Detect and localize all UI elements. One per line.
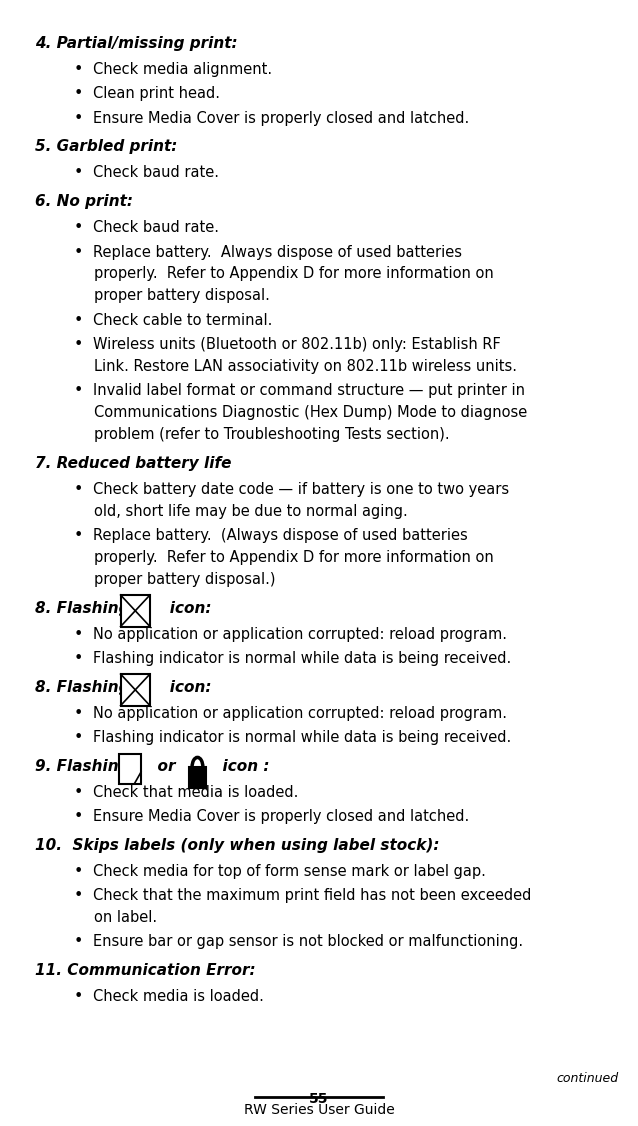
Text: Check media for top of form sense mark or label gap.: Check media for top of form sense mark o… [93, 864, 486, 879]
Text: icon:: icon: [154, 680, 212, 695]
Text: Check media alignment.: Check media alignment. [93, 62, 272, 78]
Text: •: • [73, 166, 83, 180]
Text: 6. No print:: 6. No print: [35, 194, 133, 209]
Text: properly.  Refer to Appendix D for more information on: properly. Refer to Appendix D for more i… [94, 549, 494, 565]
Text: •: • [73, 651, 83, 665]
Text: •: • [73, 313, 83, 328]
Text: •: • [73, 244, 83, 259]
Text: •: • [73, 528, 83, 543]
Text: •: • [73, 221, 83, 235]
Text: continued: continued [557, 1072, 619, 1085]
Text: Check baud rate.: Check baud rate. [93, 166, 218, 180]
Text: No application or application corrupted: reload program.: No application or application corrupted:… [93, 627, 507, 642]
Text: •: • [73, 383, 83, 397]
Text: •: • [73, 989, 83, 1004]
Text: •: • [73, 627, 83, 642]
Text: •: • [73, 62, 83, 78]
Text: Ensure Media Cover is properly closed and latched.: Ensure Media Cover is properly closed an… [93, 810, 469, 824]
Bar [189, 767, 206, 788]
Text: Clean print head.: Clean print head. [93, 87, 219, 101]
Text: •: • [73, 810, 83, 824]
Text: 9. Flashing: 9. Flashing [35, 759, 135, 774]
Text: Communications Diagnostic (Hex Dump) Mode to diagnose: Communications Diagnostic (Hex Dump) Mod… [94, 405, 528, 420]
Text: 55: 55 [309, 1092, 329, 1106]
Text: •: • [73, 87, 83, 101]
Text: Ensure Media Cover is properly closed and latched.: Ensure Media Cover is properly closed an… [93, 110, 469, 126]
Text: Replace battery.  (Always dispose of used batteries: Replace battery. (Always dispose of used… [93, 528, 467, 543]
Text: Wireless units (Bluetooth or 802.11b) only: Establish RF: Wireless units (Bluetooth or 802.11b) on… [93, 337, 500, 351]
Text: •: • [73, 864, 83, 879]
Text: •: • [73, 337, 83, 351]
Text: Check that media is loaded.: Check that media is loaded. [93, 785, 298, 799]
Text: •: • [73, 482, 83, 497]
Text: •: • [73, 888, 83, 903]
Text: 11. Communication Error:: 11. Communication Error: [35, 963, 256, 978]
Text: RW Series User Guide: RW Series User Guide [244, 1103, 394, 1117]
Text: Flashing indicator is normal while data is being received.: Flashing indicator is normal while data … [93, 651, 511, 665]
Text: old, short life may be due to normal aging.: old, short life may be due to normal agi… [94, 503, 408, 519]
Text: Check baud rate.: Check baud rate. [93, 221, 218, 235]
Text: icon :: icon : [212, 759, 269, 774]
Text: on label.: on label. [94, 910, 158, 926]
Text: proper battery disposal.): proper battery disposal.) [94, 572, 276, 587]
Text: •: • [73, 706, 83, 721]
Text: 8. Flashing: 8. Flashing [35, 600, 135, 616]
Text: Replace battery.  Always dispose of used batteries: Replace battery. Always dispose of used … [93, 244, 461, 259]
Text: Ensure bar or gap sensor is not blocked or malfunctioning.: Ensure bar or gap sensor is not blocked … [93, 935, 523, 949]
Text: •: • [73, 935, 83, 949]
Bar [119, 754, 141, 784]
Text: properly.  Refer to Appendix D for more information on: properly. Refer to Appendix D for more i… [94, 267, 494, 282]
Text: problem (refer to Troubleshooting Tests section).: problem (refer to Troubleshooting Tests … [94, 427, 450, 441]
Text: Flashing indicator is normal while data is being received.: Flashing indicator is normal while data … [93, 730, 511, 745]
Text: •: • [73, 730, 83, 745]
Text: 4. Partial/missing print:: 4. Partial/missing print: [35, 36, 238, 51]
Text: Check that the maximum print ﬁeld has not been exceeded: Check that the maximum print ﬁeld has no… [93, 888, 531, 903]
Text: 7. Reduced battery life: 7. Reduced battery life [35, 456, 232, 471]
Text: •: • [73, 110, 83, 126]
Bar [121, 595, 150, 626]
Text: 10.  Skips labels (only when using label stock):: 10. Skips labels (only when using label … [35, 838, 440, 852]
Text: Link. Restore LAN associativity on 802.11b wireless units.: Link. Restore LAN associativity on 802.1… [94, 359, 517, 374]
Bar [121, 674, 150, 706]
Text: Check battery date code — if battery is one to two years: Check battery date code — if battery is … [93, 482, 508, 497]
Text: 5. Garbled print:: 5. Garbled print: [35, 140, 177, 154]
Text: Check cable to terminal.: Check cable to terminal. [93, 313, 272, 328]
Text: 8. Flashing: 8. Flashing [35, 680, 135, 695]
Text: Check media is loaded.: Check media is loaded. [93, 989, 263, 1004]
Text: No application or application corrupted: reload program.: No application or application corrupted:… [93, 706, 507, 721]
Text: icon:: icon: [154, 600, 212, 616]
Text: Invalid label format or command structure — put printer in: Invalid label format or command structur… [93, 383, 524, 397]
Text: •: • [73, 785, 83, 799]
Text: or: or [147, 759, 186, 774]
Text: proper battery disposal.: proper battery disposal. [94, 288, 271, 303]
